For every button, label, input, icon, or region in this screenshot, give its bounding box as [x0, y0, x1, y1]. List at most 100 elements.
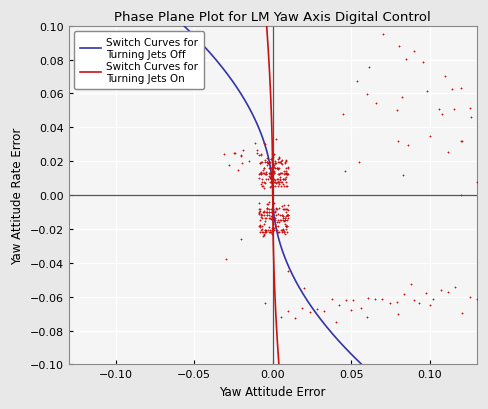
Point [280, 176, 287, 182]
Point [234, 167, 242, 173]
Point [282, 170, 289, 177]
Point [280, 171, 288, 178]
Point [270, 170, 278, 177]
Point [263, 201, 271, 207]
Point [266, 159, 274, 166]
Point [261, 218, 268, 225]
Point [415, 300, 423, 307]
Point [277, 179, 285, 185]
Point [274, 179, 282, 185]
Point [255, 210, 263, 217]
Point [272, 212, 280, 219]
Point [273, 180, 281, 186]
Point [285, 268, 292, 275]
Point [394, 310, 402, 317]
Point [256, 223, 264, 230]
Point [457, 86, 465, 92]
Point [245, 159, 253, 165]
Point [269, 176, 277, 182]
Point [277, 314, 285, 321]
Point [271, 183, 279, 189]
Point [256, 208, 264, 215]
Point [264, 206, 271, 212]
Point [265, 176, 273, 182]
Point [261, 229, 268, 235]
Point [281, 218, 288, 225]
X-axis label: Yaw Attitude Error: Yaw Attitude Error [220, 385, 326, 398]
Point [279, 215, 286, 221]
Point [386, 300, 393, 306]
Point [275, 154, 283, 161]
Point [263, 155, 270, 162]
Point [263, 162, 271, 169]
Point [264, 160, 272, 166]
Point [282, 218, 289, 224]
Point [258, 229, 265, 235]
Point [280, 227, 287, 234]
Point [429, 296, 437, 302]
Point [272, 223, 280, 230]
Point [266, 184, 274, 191]
Point [265, 229, 273, 235]
Point [257, 212, 264, 219]
Point [263, 205, 271, 212]
Point [258, 183, 266, 189]
Point [270, 162, 278, 169]
Point [407, 281, 415, 287]
Point [255, 224, 263, 230]
Point [275, 179, 283, 185]
Point [255, 200, 263, 207]
Point [266, 171, 274, 177]
Point [270, 164, 278, 171]
Point [253, 148, 261, 154]
Point [284, 308, 292, 315]
Point [263, 159, 271, 166]
Point [267, 206, 275, 212]
Point [379, 296, 386, 302]
Point [451, 284, 459, 291]
Point [285, 207, 292, 214]
Point [282, 176, 289, 182]
Point [282, 207, 290, 213]
Point [268, 231, 276, 238]
Point [395, 43, 403, 50]
Point [265, 209, 273, 215]
Point [400, 291, 408, 297]
Point [363, 314, 371, 321]
Point [262, 171, 269, 178]
Point [283, 229, 290, 235]
Point [274, 218, 282, 224]
Point [410, 297, 418, 303]
Point [379, 32, 386, 38]
Point [283, 171, 291, 178]
Point [435, 106, 443, 113]
Point [267, 179, 275, 185]
Point [265, 170, 273, 177]
Point [268, 206, 276, 212]
Point [257, 206, 264, 212]
Point [274, 171, 282, 178]
Point [278, 170, 286, 177]
Point [273, 160, 281, 167]
Point [255, 171, 263, 178]
Point [355, 160, 363, 166]
Point [335, 302, 343, 309]
Point [438, 112, 446, 118]
Point [473, 297, 481, 303]
Point [269, 162, 277, 168]
Point [269, 215, 277, 221]
Point [279, 227, 286, 234]
Point [473, 179, 481, 185]
Point [271, 208, 279, 214]
Point [276, 181, 284, 187]
Point [283, 213, 290, 220]
Point [269, 212, 277, 219]
Point [260, 209, 267, 215]
Point [270, 151, 278, 158]
Point [271, 221, 279, 228]
Point [261, 142, 269, 148]
Point [270, 169, 278, 176]
Point [262, 215, 270, 221]
Point [270, 225, 278, 232]
Point [262, 228, 270, 234]
